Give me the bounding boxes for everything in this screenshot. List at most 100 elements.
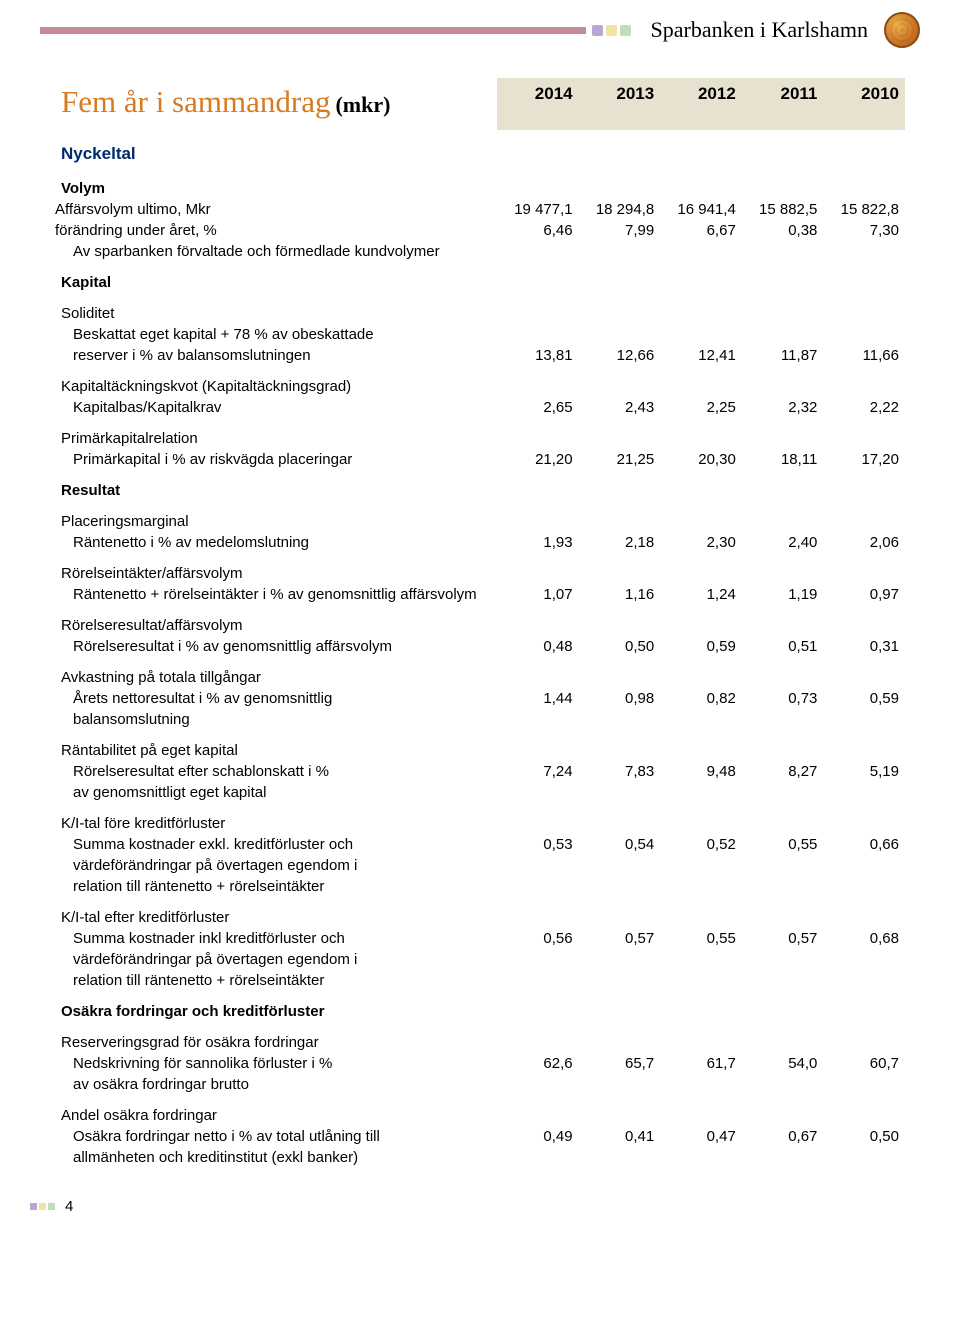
cell: 0,98	[579, 688, 661, 709]
cell: 0,52	[660, 834, 742, 855]
row-label: K/I-tal efter kreditförluster	[55, 897, 905, 928]
page-title: Fem år i sammandrag	[61, 84, 330, 120]
square-yellow	[606, 25, 617, 36]
cell: 1,93	[497, 532, 579, 553]
table-row: Av sparbanken förvaltade och förmedlade …	[55, 241, 905, 262]
cell: 1,07	[497, 584, 579, 605]
table-row: relation till räntenetto + rörelseintäkt…	[55, 876, 905, 897]
table-row: Placeringsmarginal	[55, 501, 905, 532]
cell: 0,73	[742, 688, 824, 709]
table-row: reserver i % av balansomslutningen 13,81…	[55, 345, 905, 366]
footer-square-green	[48, 1203, 55, 1210]
table-row: Summa kostnader inkl kreditförluster och…	[55, 928, 905, 949]
cell: 0,48	[497, 636, 579, 657]
cell: 11,87	[742, 345, 824, 366]
row-sublabel: av genomsnittligt eget kapital	[55, 782, 905, 803]
cell: 21,25	[579, 449, 661, 470]
brand-name: Sparbanken i Karlshamn	[651, 17, 869, 43]
table-row: Nedskrivning för sannolika förluster i %…	[55, 1053, 905, 1074]
cell: 0,55	[660, 928, 742, 949]
cell: 0,47	[660, 1126, 742, 1147]
table-row: Affärsvolym ultimo, Mkr 19 477,1 18 294,…	[55, 199, 905, 220]
table-row: Avkastning på totala tillgångar	[55, 657, 905, 688]
table-row: Andel osäkra fordringar	[55, 1095, 905, 1126]
cell: 7,30	[823, 220, 905, 241]
cell: 61,7	[660, 1053, 742, 1074]
table-row: Beskattat eget kapital + 78 % av obeskat…	[55, 324, 905, 345]
cell: 0,38	[742, 220, 824, 241]
row-sublabel: Beskattat eget kapital + 78 % av obeskat…	[55, 324, 905, 345]
cell: 0,50	[823, 1126, 905, 1147]
cell: 12,41	[660, 345, 742, 366]
cell: 0,54	[579, 834, 661, 855]
row-sublabel: Osäkra fordringar netto i % av total utl…	[55, 1126, 497, 1147]
cell: 15 882,5	[742, 199, 824, 220]
cell: 0,31	[823, 636, 905, 657]
cell: 0,68	[823, 928, 905, 949]
cell: 0,66	[823, 834, 905, 855]
table-row: Räntenetto i % av medelomslutning 1,93 2…	[55, 532, 905, 553]
year-col: 2011	[742, 78, 824, 130]
year-col: 2012	[660, 78, 742, 130]
page-title-unit: (mkr)	[335, 92, 390, 118]
row-label: Rörelseresultat/affärsvolym	[55, 605, 905, 636]
cell: 7,24	[497, 761, 579, 782]
cell: 0,53	[497, 834, 579, 855]
header-rule	[40, 27, 586, 34]
cell: 2,43	[579, 397, 661, 418]
cell: 0,59	[660, 636, 742, 657]
row-sublabel: Årets nettoresultat i % av genomsnittlig	[55, 688, 497, 709]
table-row: Rörelseintäkter/affärsvolym	[55, 553, 905, 584]
cell: 2,40	[742, 532, 824, 553]
cell: 0,41	[579, 1126, 661, 1147]
table-row: allmänheten och kreditinstitut (exkl ban…	[55, 1147, 905, 1168]
table-row: Årets nettoresultat i % av genomsnittlig…	[55, 688, 905, 709]
cell: 0,59	[823, 688, 905, 709]
cell: 62,6	[497, 1053, 579, 1074]
financial-table: Fem år i sammandrag (mkr) 2014 2013 2012…	[55, 78, 905, 1168]
cell: 1,16	[579, 584, 661, 605]
row-label: Placeringsmarginal	[55, 501, 905, 532]
cell: 2,25	[660, 397, 742, 418]
cell: 9,48	[660, 761, 742, 782]
cell: 2,22	[823, 397, 905, 418]
table-row: Soliditet	[55, 293, 905, 324]
row-sublabel: allmänheten och kreditinstitut (exkl ban…	[55, 1147, 905, 1168]
cell: 18,11	[742, 449, 824, 470]
row-sublabel: värdeförändringar på övertagen egendom i	[55, 855, 905, 876]
row-sublabel: Kapitalbas/Kapitalkrav	[55, 397, 497, 418]
row-sublabel: Räntenetto i % av medelomslutning	[55, 532, 497, 553]
cell: 19 477,1	[497, 199, 579, 220]
cell: 1,19	[742, 584, 824, 605]
cell: 1,44	[497, 688, 579, 709]
cell: 65,7	[579, 1053, 661, 1074]
cell: 16 941,4	[660, 199, 742, 220]
cell: 0,67	[742, 1126, 824, 1147]
header-accent-squares	[592, 25, 631, 36]
table-row: K/I-tal efter kreditförluster	[55, 897, 905, 928]
cell: 11,66	[823, 345, 905, 366]
row-sublabel: Summa kostnader inkl kreditförluster och	[55, 928, 497, 949]
row-sublabel: relation till räntenetto + rörelseintäkt…	[55, 876, 905, 897]
row-label: Andel osäkra fordringar	[55, 1095, 905, 1126]
table-row: Primärkapital i % av riskvägda placering…	[55, 449, 905, 470]
row-label: Affärsvolym ultimo, Mkr	[55, 199, 497, 220]
cell: 2,06	[823, 532, 905, 553]
cell: 60,7	[823, 1053, 905, 1074]
cell: 0,82	[660, 688, 742, 709]
table-row: Rörelseresultat efter schablonskatt i % …	[55, 761, 905, 782]
year-col: 2014	[497, 78, 579, 130]
row-sublabel: Rörelseresultat i % av genomsnittlig aff…	[55, 636, 497, 657]
square-purple	[592, 25, 603, 36]
row-label: Avkastning på totala tillgångar	[55, 657, 905, 688]
subsection-osakra: Osäkra fordringar och kreditförluster	[55, 991, 905, 1022]
row-sublabel: Summa kostnader exkl. kreditförluster oc…	[55, 834, 497, 855]
cell: 21,20	[497, 449, 579, 470]
section-nyckeltal: Nyckeltal	[55, 130, 905, 168]
cell: 7,99	[579, 220, 661, 241]
row-label: förändring under året, %	[55, 220, 497, 241]
table-row: av genomsnittligt eget kapital	[55, 782, 905, 803]
cell: 0,56	[497, 928, 579, 949]
table-row: Rörelseresultat/affärsvolym	[55, 605, 905, 636]
table-row: K/I-tal före kreditförluster	[55, 803, 905, 834]
